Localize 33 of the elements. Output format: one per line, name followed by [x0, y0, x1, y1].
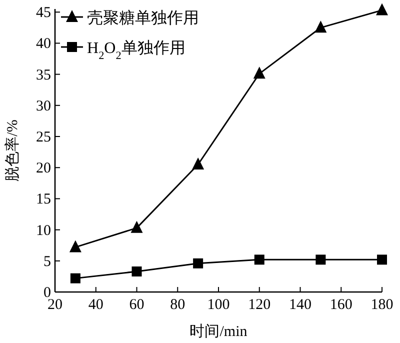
point — [316, 254, 326, 265]
x-tick-label: 180 — [370, 297, 394, 313]
y-tick-label: 45 — [36, 5, 51, 22]
y-tick-label: 20 — [36, 160, 51, 177]
point — [253, 66, 266, 79]
y-tick-label: 5 — [44, 254, 51, 270]
x-tick-label: 120 — [248, 297, 271, 313]
y-tick-label: 30 — [36, 98, 51, 114]
legend-label: H$_{2}$O$_{2}$单独作用 — [87, 39, 186, 62]
y-tick-label: 35 — [36, 67, 51, 84]
x-axis-title: 时间/min — [190, 323, 248, 340]
point — [70, 273, 80, 284]
x-tick-label: 160 — [330, 297, 352, 313]
y-axis-title: 脱色率/% — [4, 120, 21, 182]
point — [254, 254, 264, 265]
point — [314, 20, 327, 33]
y-tick-label: 15 — [36, 192, 51, 208]
x-tick-label: 60 — [129, 297, 144, 313]
point — [193, 258, 204, 268]
point — [132, 266, 142, 276]
legend-label: 壳聚糖单独作用 — [87, 9, 199, 27]
x-tick-label: 40 — [88, 297, 104, 313]
point — [130, 220, 143, 233]
y-tick-label: 40 — [36, 36, 51, 52]
point — [69, 240, 82, 252]
y-tick-label: 25 — [36, 130, 51, 146]
point — [377, 254, 387, 265]
x-tick-label: 140 — [289, 297, 312, 313]
y-tick-label: 10 — [36, 222, 51, 239]
x-tick-label: 100 — [207, 297, 230, 313]
point — [192, 157, 204, 170]
point — [376, 3, 388, 16]
x-tick-label: 80 — [170, 297, 186, 313]
